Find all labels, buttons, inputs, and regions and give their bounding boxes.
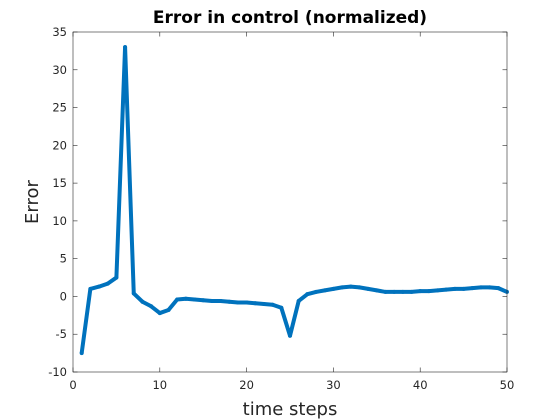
data-point [340,285,345,290]
data-point [157,311,162,316]
data-point [183,296,188,301]
series-layer [79,45,509,356]
chart-title: Error in control (normalized) [153,8,427,28]
y-tick-label: 30 [52,63,67,77]
data-point [305,292,310,297]
x-axis-label: time steps [243,399,338,420]
data-point [79,351,84,356]
data-point [444,287,449,292]
data-point [166,308,171,313]
data-point [288,333,292,338]
data-point [140,299,145,304]
y-tick-label: 20 [52,138,67,152]
y-tick-label: -5 [56,327,67,341]
data-point [105,281,110,286]
data-point [392,289,397,294]
data-point [409,289,414,294]
y-axis-label: Error [22,179,43,223]
data-point [400,289,405,294]
data-point [331,286,336,291]
data-point [244,300,249,305]
data-point [279,305,284,310]
data-point [426,289,431,294]
x-tick-label: 20 [239,378,254,392]
y-tick-label: 35 [52,25,67,39]
data-point [192,297,197,302]
data-point [374,288,379,293]
data-point [261,302,266,306]
data-point [348,284,353,289]
data-point [435,288,440,293]
y-tick-label: 25 [52,101,67,115]
plot-frame [72,31,508,373]
data-point [123,45,128,50]
data-point [97,284,102,289]
data-point [314,289,319,294]
data-point [470,286,475,291]
y-tick-label: -10 [48,365,67,379]
data-point [296,298,301,303]
data-point [487,285,492,290]
y-tick-label: 5 [60,252,67,266]
x-tick-label: 0 [69,378,76,392]
x-tick-label: 10 [152,378,167,392]
data-point [452,286,457,291]
data-point [235,300,240,305]
x-tick-label: 30 [326,378,341,392]
x-tick-label: 50 [500,378,515,392]
data-point [201,298,206,303]
y-tick-label: 15 [52,176,67,190]
data-point [149,304,154,309]
x-tick-label: 40 [413,378,428,392]
data-point [114,275,119,280]
y-tick-label: 10 [52,214,67,228]
data-point [88,286,93,291]
data-point [496,286,501,291]
data-point [418,289,423,294]
data-point [383,289,388,294]
plot-background [73,32,507,372]
data-point [322,288,327,293]
data-point [253,301,258,306]
tick-labels: 0 10 20 30 40 50 -10 -5 0 5 10 15 20 25 30 35 [48,25,514,392]
data-point [218,298,223,303]
data-point [461,286,466,291]
data-point [478,285,483,290]
data-point [270,302,275,307]
data-point [366,286,371,291]
data-point [227,299,232,304]
data-point [209,298,214,303]
data-point [357,285,362,290]
y-tick-label: 0 [60,289,67,303]
data-point [131,291,136,296]
data-point [175,297,180,302]
